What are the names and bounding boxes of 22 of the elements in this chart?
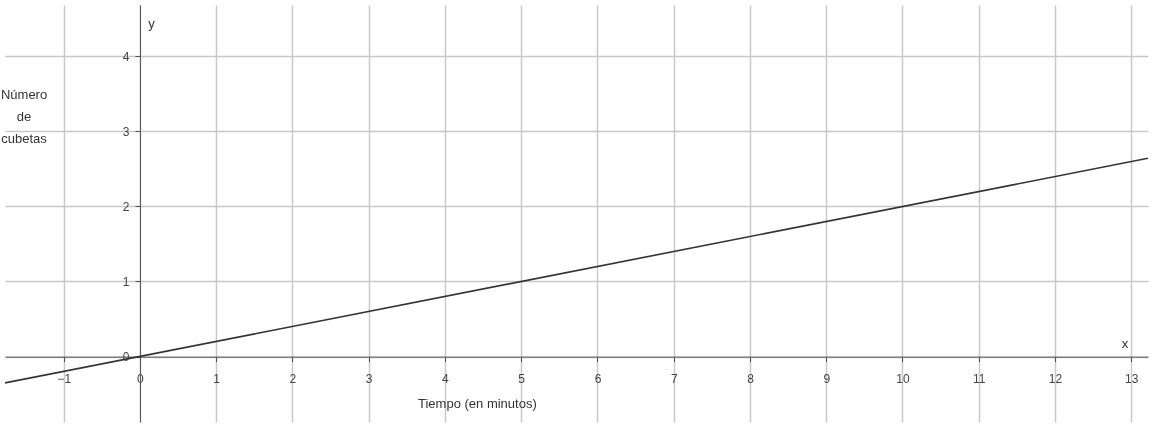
x-tick-label: 12: [1048, 372, 1063, 387]
x-tick-label: 5: [518, 372, 526, 387]
y-tick-label: 3: [122, 124, 130, 139]
x-tick-label: 2: [289, 372, 297, 387]
x-tick-label: 11: [972, 372, 986, 387]
x-tick-label: 7: [670, 372, 678, 387]
x-tick-label: 10: [896, 372, 910, 387]
x-tick-label: 9: [823, 372, 831, 387]
y-tick-label: 2: [122, 199, 130, 214]
y-axis-title: Número de cubetas: [0, 87, 48, 147]
x-axis-title: Tiempo (en minutos): [418, 396, 537, 412]
y-tick-label: 4: [122, 49, 130, 64]
x-tick-label: 8: [747, 372, 755, 387]
y-tick-label: 1: [122, 275, 130, 289]
annotation: y: [148, 15, 156, 31]
x-tick-label: −1: [57, 372, 72, 387]
x-tick-label: 6: [594, 372, 602, 387]
x-tick-label: 1: [213, 372, 221, 387]
x-tick-label: 4: [442, 372, 450, 387]
x-tick-label: 3: [365, 372, 373, 387]
x-tick-label: 13: [1125, 372, 1139, 387]
annotation: x: [1121, 335, 1129, 351]
